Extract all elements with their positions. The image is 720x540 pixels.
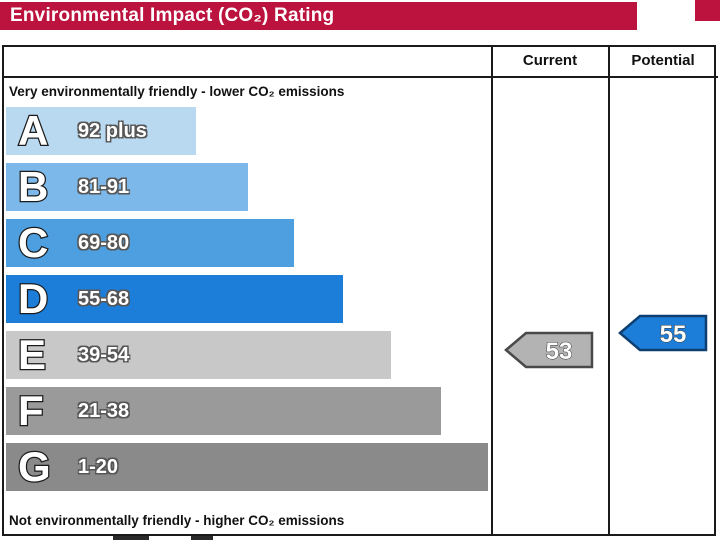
current-column-divider [491, 45, 493, 536]
scan-artifact [113, 536, 149, 540]
band-d-letter: D [17, 275, 50, 322]
potential-column-divider [608, 45, 610, 536]
band-c-letter: C [17, 219, 50, 266]
potential-arrow-shape [618, 314, 708, 352]
band-g: G 1-20 [6, 443, 488, 491]
band-b: B 81-91 [6, 163, 248, 211]
band-f: F 21-38 [6, 387, 441, 435]
potential-column-header: Potential [631, 52, 695, 69]
top-caption: Very environmentally friendly - lower CO… [9, 84, 345, 99]
band-b-range: 81-91 [78, 175, 130, 198]
band-e: E 39-54 [6, 331, 391, 379]
scan-corner-sliver [695, 0, 720, 21]
current-rating-value: 53 [546, 338, 573, 365]
band-a-letter: A [17, 107, 50, 154]
band-g-letter: G [17, 443, 52, 490]
band-e-range: 39-54 [78, 343, 130, 366]
band-c: C 69-80 [6, 219, 294, 267]
band-a: A 92 plus [6, 107, 196, 155]
band-a-range: 92 plus [78, 119, 147, 142]
band-f-letter: F [17, 387, 45, 434]
band-d: D 55-68 [6, 275, 343, 323]
rating-bands: A 92 plus B 81-91 C 69-80 D 55-68 E 39-5… [6, 107, 488, 499]
band-g-range: 1-20 [78, 455, 119, 478]
chart-title-bar: Environmental Impact (CO₂) Rating [0, 2, 637, 30]
chart-frame [2, 45, 716, 536]
scan-artifact [191, 536, 213, 540]
band-b-letter: B [17, 163, 50, 210]
header-row-divider [2, 76, 718, 78]
band-e-letter: E [17, 331, 48, 378]
band-d-range: 55-68 [78, 287, 130, 310]
current-arrow-shape [504, 331, 594, 369]
potential-rating-value: 55 [660, 321, 687, 348]
current-rating-arrow: 53 [504, 331, 594, 369]
band-c-range: 69-80 [78, 231, 130, 254]
current-column-header: Current [522, 52, 578, 69]
bottom-caption: Not environmentally friendly - higher CO… [9, 513, 345, 528]
band-f-range: 21-38 [78, 399, 130, 422]
potential-rating-arrow: 55 [618, 314, 708, 352]
